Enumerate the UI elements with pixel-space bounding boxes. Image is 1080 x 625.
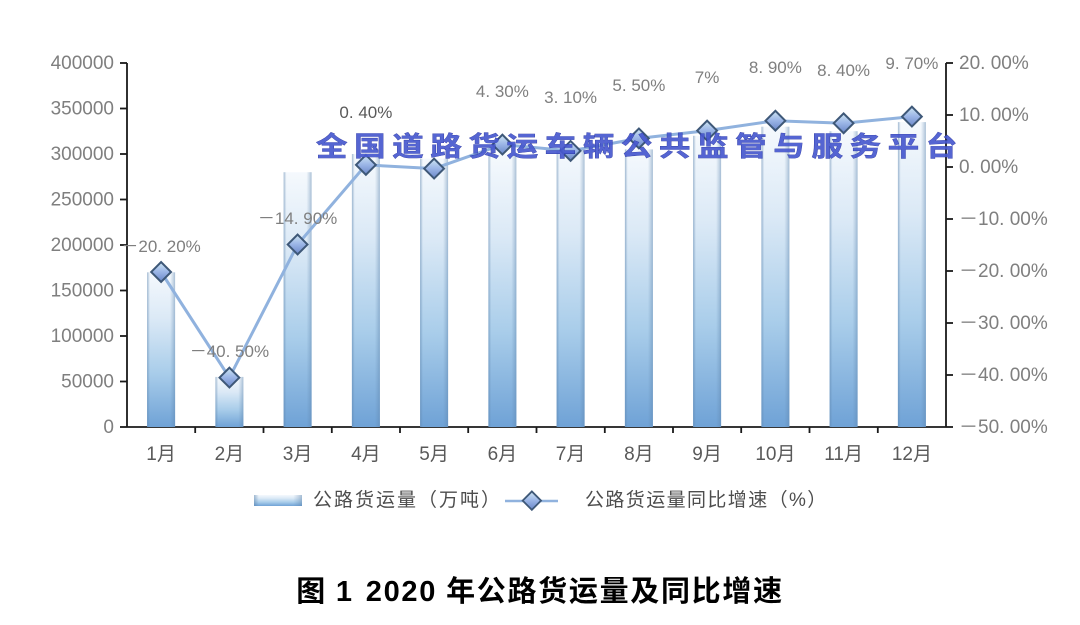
svg-text:8月: 8月 <box>624 444 654 465</box>
svg-text:20. 00%: 20. 00% <box>959 53 1029 74</box>
svg-text:300000: 300000 <box>51 144 114 165</box>
svg-text:－30. 00%: －30. 00% <box>959 313 1048 334</box>
svg-text:7%: 7% <box>695 68 720 87</box>
svg-text:6月: 6月 <box>488 444 518 465</box>
svg-text:350000: 350000 <box>51 99 114 120</box>
svg-text:2月: 2月 <box>215 444 245 465</box>
svg-text:5. 50%: 5. 50% <box>612 76 665 95</box>
svg-text:－20. 00%: －20. 00% <box>959 261 1048 282</box>
svg-text:4月: 4月 <box>351 444 381 465</box>
svg-text:9月: 9月 <box>692 444 722 465</box>
svg-text:100000: 100000 <box>51 326 114 347</box>
svg-text:200000: 200000 <box>51 235 114 256</box>
svg-text:50000: 50000 <box>61 372 114 393</box>
svg-text:8. 90%: 8. 90% <box>749 58 802 77</box>
svg-text:150000: 150000 <box>51 281 114 302</box>
svg-text:3. 10%: 3. 10% <box>544 88 597 107</box>
svg-text:0. 40%: 0. 40% <box>339 103 392 122</box>
svg-text:0. 00%: 0. 00% <box>959 157 1018 178</box>
svg-text:－14. 90%: －14. 90% <box>258 209 337 228</box>
svg-text:8. 40%: 8. 40% <box>817 61 870 80</box>
svg-text:－50. 00%: －50. 00% <box>959 417 1048 438</box>
svg-text:公路货运量（万吨）: 公路货运量（万吨） <box>313 489 502 511</box>
svg-text:12月: 12月 <box>892 444 932 465</box>
svg-text:－40. 00%: －40. 00% <box>959 365 1048 386</box>
svg-text:全国道路货运车辆公共监管与服务平台: 全国道路货运车辆公共监管与服务平台 <box>316 131 964 162</box>
svg-text:5月: 5月 <box>419 444 449 465</box>
svg-text:1月: 1月 <box>146 444 176 465</box>
svg-text:10. 00%: 10. 00% <box>959 105 1029 126</box>
svg-text:10月: 10月 <box>755 444 795 465</box>
svg-text:9. 70%: 9. 70% <box>885 54 938 73</box>
svg-text:250000: 250000 <box>51 190 114 211</box>
svg-text:－40. 50%: －40. 50% <box>190 342 269 361</box>
svg-text:7月: 7月 <box>556 444 586 465</box>
svg-text:0: 0 <box>103 417 114 438</box>
svg-text:400000: 400000 <box>51 53 114 74</box>
svg-text:3月: 3月 <box>283 444 313 465</box>
svg-text:4. 30%: 4. 30% <box>476 82 529 101</box>
svg-text:公路货运量同比增速（%）: 公路货运量同比增速（%） <box>585 489 828 511</box>
svg-text:－10. 00%: －10. 00% <box>959 209 1048 230</box>
svg-text:11月: 11月 <box>824 444 863 465</box>
svg-text:－20. 20%: －20. 20% <box>121 237 200 256</box>
